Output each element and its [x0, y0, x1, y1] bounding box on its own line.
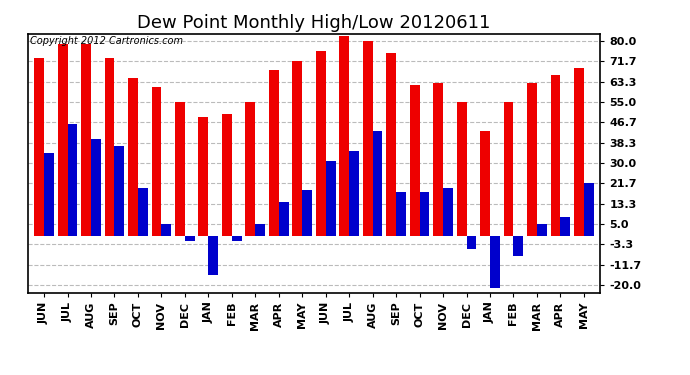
Bar: [574, 68, 584, 236]
Bar: [293, 61, 302, 236]
Bar: [527, 82, 537, 236]
Bar: [386, 53, 396, 236]
Bar: [199, 117, 208, 236]
Bar: [363, 41, 373, 236]
Bar: [34, 58, 44, 236]
Bar: [269, 70, 279, 236]
Bar: [537, 224, 546, 236]
Bar: [551, 75, 560, 236]
Bar: [152, 87, 161, 236]
Title: Dew Point Monthly High/Low 20120611: Dew Point Monthly High/Low 20120611: [137, 14, 491, 32]
Bar: [302, 190, 312, 236]
Bar: [91, 139, 101, 236]
Bar: [373, 131, 382, 236]
Bar: [246, 102, 255, 236]
Bar: [279, 202, 288, 236]
Bar: [339, 36, 349, 236]
Bar: [349, 151, 359, 236]
Bar: [560, 217, 570, 236]
Bar: [504, 102, 513, 236]
Bar: [68, 124, 77, 236]
Bar: [138, 188, 148, 236]
Bar: [175, 102, 185, 236]
Bar: [396, 192, 406, 236]
Bar: [443, 188, 453, 236]
Bar: [81, 44, 91, 236]
Bar: [105, 58, 115, 236]
Bar: [480, 131, 490, 236]
Bar: [208, 236, 218, 275]
Bar: [161, 224, 171, 236]
Bar: [58, 44, 68, 236]
Bar: [584, 183, 593, 236]
Bar: [420, 192, 429, 236]
Bar: [316, 51, 326, 236]
Bar: [466, 236, 476, 249]
Bar: [232, 236, 241, 241]
Bar: [44, 153, 54, 236]
Bar: [326, 160, 335, 236]
Bar: [433, 82, 443, 236]
Bar: [457, 102, 466, 236]
Bar: [115, 146, 124, 236]
Bar: [513, 236, 523, 256]
Bar: [128, 78, 138, 236]
Bar: [255, 224, 265, 236]
Bar: [185, 236, 195, 241]
Bar: [490, 236, 500, 288]
Bar: [222, 114, 232, 236]
Bar: [410, 85, 420, 236]
Text: Copyright 2012 Cartronics.com: Copyright 2012 Cartronics.com: [30, 36, 184, 46]
